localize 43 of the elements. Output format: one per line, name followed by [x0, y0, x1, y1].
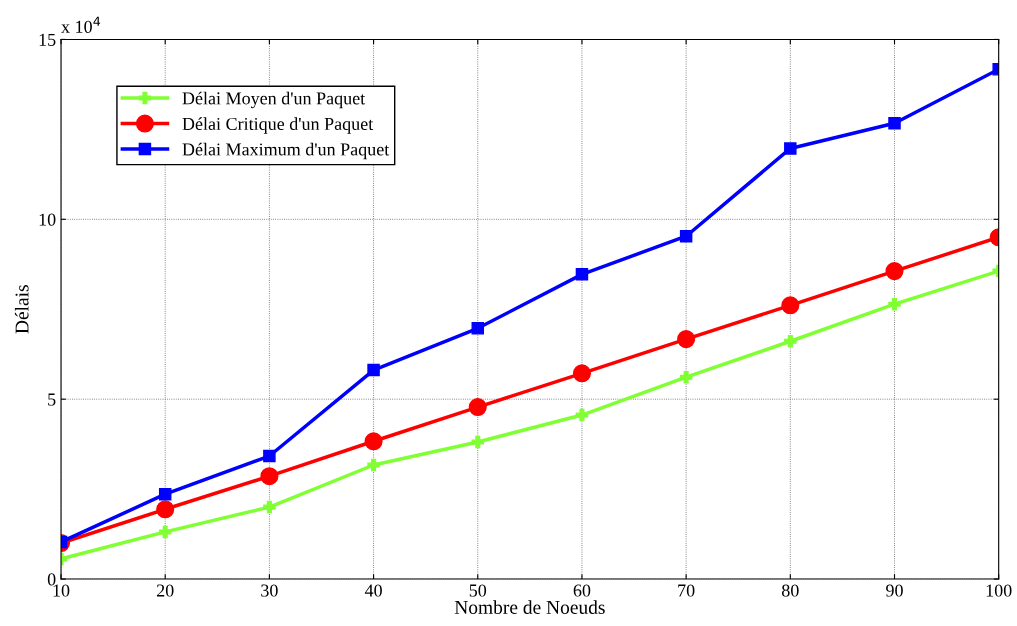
- point: [885, 262, 904, 281]
- point: [679, 370, 693, 384]
- x-axis-title: Nombre de Noeuds: [454, 600, 605, 614]
- point: [888, 297, 901, 311]
- point: [367, 458, 380, 472]
- point: [575, 268, 589, 281]
- x-tick-label: 90: [886, 584, 903, 597]
- point: [677, 330, 696, 349]
- point: [263, 449, 276, 463]
- point: [364, 432, 383, 451]
- y-tick-label: 10: [39, 213, 56, 226]
- legend-label: Délai Moyen d'un Paquet: [182, 91, 366, 109]
- text: x 10$^{4}$: [61, 16, 101, 33]
- y-tick-label: 15: [39, 33, 56, 46]
- x-tick-label: 40: [364, 584, 382, 597]
- point: [888, 117, 901, 130]
- point: [263, 500, 276, 514]
- point: [260, 467, 279, 486]
- point: [471, 322, 485, 335]
- legend-label: Délai Critique d'un Paquet: [182, 117, 374, 134]
- point: [468, 398, 487, 417]
- point: [781, 296, 800, 315]
- legend-label: Délai Maximum d'un Paquet: [182, 142, 390, 160]
- x-tick-label: 60: [573, 584, 591, 597]
- x-tick-label: 80: [781, 584, 799, 597]
- point: [784, 142, 797, 155]
- y-tick-label: 5: [48, 393, 56, 406]
- point: [158, 525, 172, 539]
- point: [367, 363, 380, 377]
- point: [156, 500, 175, 519]
- x-tick-label: 50: [469, 584, 487, 597]
- x-tick-label: 20: [156, 584, 174, 597]
- x-tick-label: 30: [261, 584, 278, 597]
- point: [575, 408, 589, 422]
- point: [158, 487, 172, 501]
- x-tick-label: 100: [986, 584, 1012, 597]
- point: [784, 335, 797, 348]
- point: [572, 364, 591, 383]
- y-tick-label: 0: [47, 573, 56, 586]
- y-axis-title: Délais: [14, 285, 29, 334]
- x-tick-label: 70: [678, 584, 695, 597]
- point: [471, 435, 485, 449]
- point: [679, 229, 693, 243]
